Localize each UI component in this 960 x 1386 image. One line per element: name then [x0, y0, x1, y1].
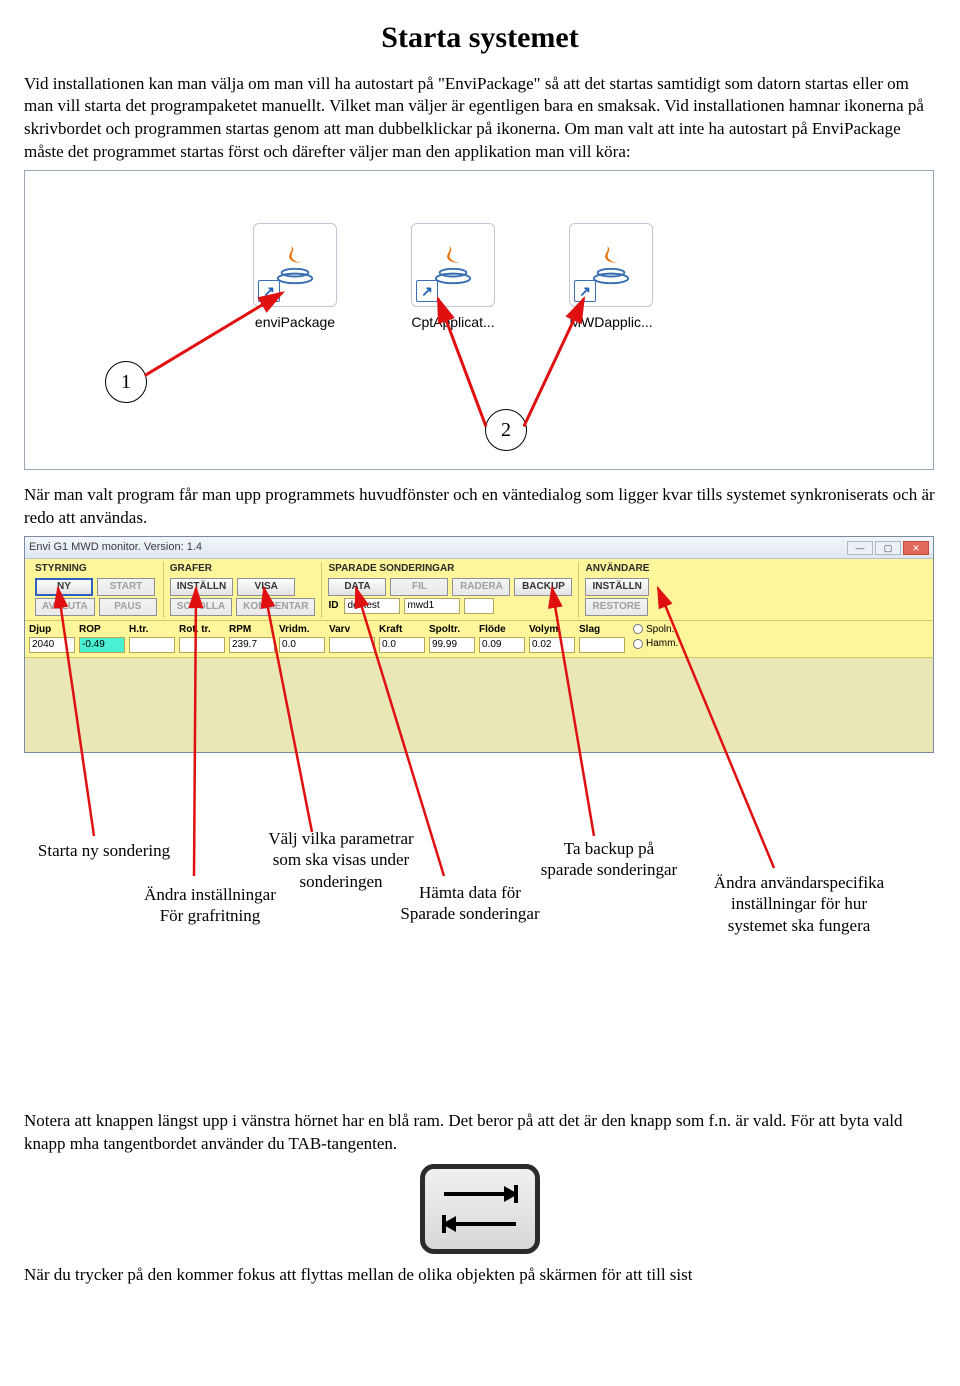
- annotation-starta-ny: Starta ny sondering: [34, 840, 174, 861]
- anvandare-installn-button[interactable]: INSTÄLLN: [585, 578, 648, 596]
- param-spoltr: Spoltr.99.99: [429, 623, 475, 654]
- shortcut-arrow-icon: ↗: [416, 280, 438, 302]
- desktop-icon-label: enviPackage: [235, 313, 355, 332]
- ny-button[interactable]: NY: [35, 578, 93, 596]
- param-flde: Flöde0.09: [479, 623, 525, 654]
- tab-arrow-right-icon: [440, 1183, 520, 1205]
- backup-button[interactable]: BACKUP: [514, 578, 572, 596]
- radio-hamm[interactable]: Hamm.: [633, 637, 678, 651]
- desktop-icon-envipackage[interactable]: ↗ enviPackage: [235, 223, 355, 332]
- group-title: SPARADE SONDERINGAR: [328, 562, 572, 576]
- param-value: 0.02: [529, 637, 575, 653]
- param-label: Flöde: [479, 623, 525, 637]
- param-label: RPM: [229, 623, 275, 637]
- tab-arrow-left-icon: [440, 1213, 520, 1235]
- param-label: Vridm.: [279, 623, 325, 637]
- param-djup: Djup2040: [29, 623, 75, 654]
- group-title: ANVÄNDARE: [585, 562, 649, 576]
- param-value: 239.7: [229, 637, 275, 653]
- param-htr: H.tr.: [129, 623, 175, 654]
- group-title: GRAFER: [170, 562, 316, 576]
- paragraph-2: När man valt program får man upp program…: [24, 484, 936, 530]
- desktop-icon-label: MWDapplic...: [551, 313, 671, 332]
- maximize-button[interactable]: ▢: [875, 541, 901, 555]
- kommentar-button[interactable]: KOMMENTAR: [236, 598, 315, 616]
- tab-key-illustration: [420, 1164, 540, 1254]
- param-label: Djup: [29, 623, 75, 637]
- desktop-icon-label: CptApplicat...: [393, 313, 513, 332]
- params-row: Djup2040ROP-0.49H.tr.Rot. tr.RPM239.7Vri…: [25, 621, 933, 659]
- param-value: [579, 637, 625, 653]
- param-kraft: Kraft0.0: [379, 623, 425, 654]
- param-label: Rot. tr.: [179, 623, 225, 637]
- param-label: Spoltr.: [429, 623, 475, 637]
- scrolla-button[interactable]: SCROLLA: [170, 598, 232, 616]
- installn-button[interactable]: INSTÄLLN: [170, 578, 233, 596]
- param-value: [329, 637, 375, 653]
- param-rop: ROP-0.49: [79, 623, 125, 654]
- desktop-icon-mwdapplic[interactable]: ↗ MWDapplic...: [551, 223, 671, 332]
- page-title: Starta systemet: [24, 18, 936, 59]
- radera-button[interactable]: RADERA: [452, 578, 510, 596]
- param-value: [179, 637, 225, 653]
- avsluta-button[interactable]: AVSLUTA: [35, 598, 95, 616]
- callout-number-2: 2: [485, 409, 527, 451]
- param-vridm: Vridm.0.0: [279, 623, 325, 654]
- id-field-2[interactable]: mwd1: [404, 598, 460, 614]
- intro-paragraph: Vid installationen kan man välja om man …: [24, 73, 936, 165]
- restore-button[interactable]: RESTORE: [585, 598, 647, 616]
- toolbar-group-sparade: SPARADE SONDERINGAR DATA FIL RADERA BACK…: [322, 562, 579, 618]
- shortcut-arrow-icon: ↗: [258, 280, 280, 302]
- param-label: H.tr.: [129, 623, 175, 637]
- param-varv: Varv: [329, 623, 375, 654]
- id-label: ID: [328, 599, 338, 613]
- id-field-1[interactable]: devtest: [344, 598, 400, 614]
- toolbar-group-grafer: GRAFER INSTÄLLN VISA SCROLLA KOMMENTAR: [164, 562, 323, 618]
- minimize-button[interactable]: —: [847, 541, 873, 555]
- param-rpm: RPM239.7: [229, 623, 275, 654]
- param-value: 2040: [29, 637, 75, 653]
- toolbar-group-anvandare: ANVÄNDARE INSTÄLLN RESTORE: [579, 562, 655, 618]
- id-field-3[interactable]: [464, 598, 494, 614]
- param-volym: Volym0.02: [529, 623, 575, 654]
- param-value: 0.09: [479, 637, 525, 653]
- param-value: -0.49: [79, 637, 125, 653]
- param-slag: Slag: [579, 623, 625, 654]
- param-value: 99.99: [429, 637, 475, 653]
- paus-button[interactable]: PAUS: [99, 598, 157, 616]
- paragraph-3: Notera att knappen längst upp i vänstra …: [24, 1110, 936, 1156]
- data-button[interactable]: DATA: [328, 578, 386, 596]
- param-label: Varv: [329, 623, 375, 637]
- spoln-hamm-radios: Spoln.Hamm.: [633, 623, 678, 651]
- param-label: ROP: [79, 623, 125, 637]
- desktop-icon-cptapplicat[interactable]: ↗ CptApplicat...: [393, 223, 513, 332]
- group-title: STYRNING: [35, 562, 157, 576]
- annotation-hamta-data: Hämta data förSparade sonderingar: [370, 882, 570, 925]
- mwd-body-area: [25, 658, 933, 752]
- param-label: Kraft: [379, 623, 425, 637]
- radio-spoln[interactable]: Spoln.: [633, 623, 678, 637]
- annotation-anvandarspec: Ändra användarspecifikainställningar för…: [674, 872, 924, 936]
- param-value: [129, 637, 175, 653]
- desktop-screenshot: ↗ enviPackage ↗ CptApplicat...: [24, 170, 934, 470]
- param-label: Volym: [529, 623, 575, 637]
- shortcut-arrow-icon: ↗: [574, 280, 596, 302]
- param-rottr: Rot. tr.: [179, 623, 225, 654]
- start-button[interactable]: START: [97, 578, 155, 596]
- close-button[interactable]: ✕: [903, 541, 929, 555]
- paragraph-4: När du trycker på den kommer fokus att f…: [24, 1264, 936, 1287]
- toolbar-group-styrning: STYRNING NY START AVSLUTA PAUS: [29, 562, 164, 618]
- mwd-window-title: Envi G1 MWD monitor. Version: 1.4: [29, 540, 202, 555]
- fil-button[interactable]: FIL: [390, 578, 448, 596]
- param-value: 0.0: [379, 637, 425, 653]
- param-value: 0.0: [279, 637, 325, 653]
- mwd-window: Envi G1 MWD monitor. Version: 1.4 — ▢ ✕ …: [24, 536, 934, 753]
- param-label: Slag: [579, 623, 625, 637]
- visa-button[interactable]: VISA: [237, 578, 295, 596]
- callout-number-1: 1: [105, 361, 147, 403]
